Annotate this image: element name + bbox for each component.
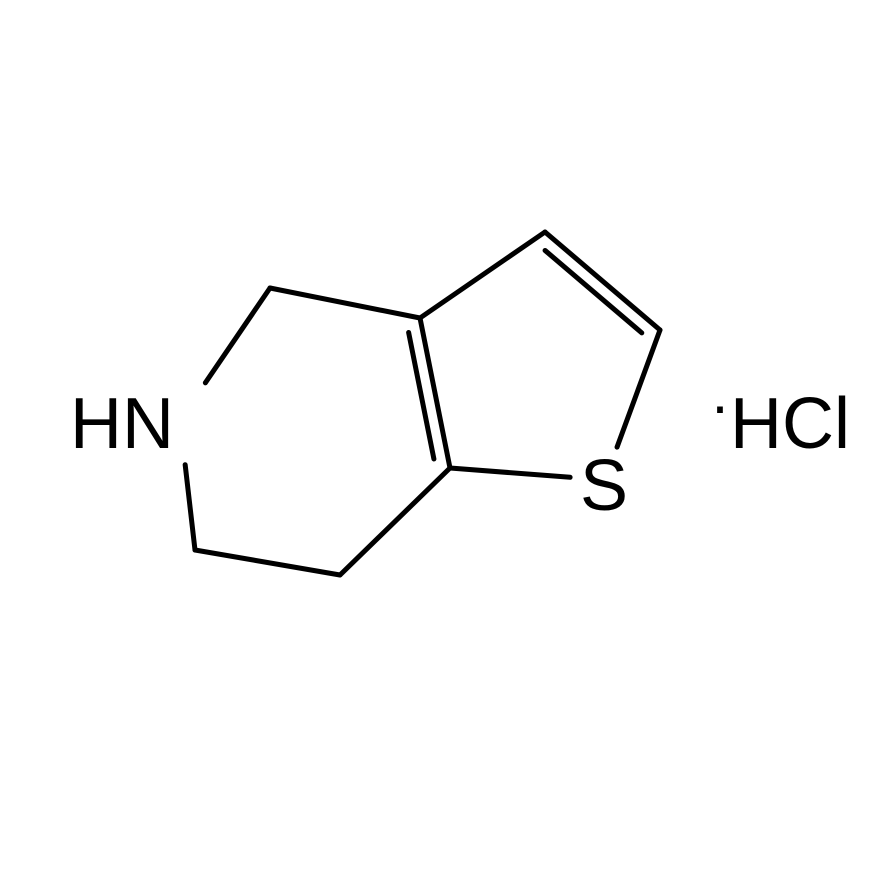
molecule-canvas: HN S · HCl [0,0,890,890]
sulfur-label: S [580,446,628,526]
salt-dot: · [710,372,730,439]
labels-layer: HN S · HCl [70,372,850,526]
salt-label: HCl [730,384,850,464]
nitrogen-label: HN [70,384,174,464]
